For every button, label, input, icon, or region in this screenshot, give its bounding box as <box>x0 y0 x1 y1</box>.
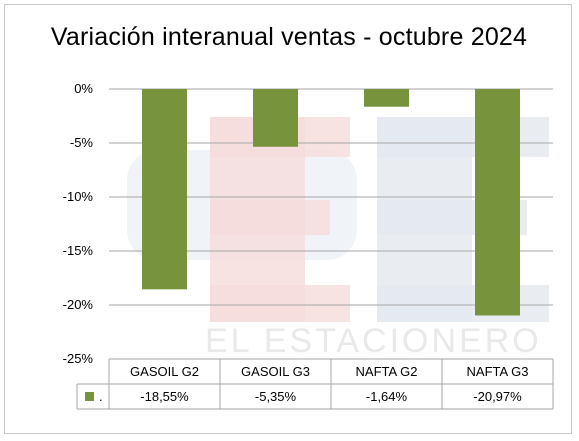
y-tick-label: 0% <box>74 81 93 96</box>
category-label: NAFTA G2 <box>356 364 418 379</box>
value-label: -1,64% <box>366 389 408 404</box>
chart-title: Variación interanual ventas - octubre 20… <box>50 23 528 51</box>
legend-label: . <box>99 389 103 404</box>
bar-chart: EL ESTACIONERO 0% -5% -10% -15% -20% -25% GAS… <box>63 81 554 410</box>
bar <box>253 89 298 147</box>
category-label: GASOIL G3 <box>241 364 310 379</box>
watermark-text: EL ESTACIONERO <box>205 322 542 360</box>
y-tick-label: -15% <box>63 243 94 258</box>
bars <box>142 89 520 316</box>
y-tick-label: -10% <box>63 189 94 204</box>
category-label: NAFTA G3 <box>467 364 529 379</box>
bar <box>364 89 409 107</box>
category-label: GASOIL G2 <box>130 364 199 379</box>
value-label: -5,35% <box>255 389 297 404</box>
bar <box>142 89 187 290</box>
y-tick-label: -25% <box>63 351 94 366</box>
y-tick-label: -5% <box>70 135 94 150</box>
y-axis: 0% -5% -10% -15% -20% -25% <box>63 81 94 366</box>
watermark-logo: EL ESTACIONERO <box>127 117 549 360</box>
value-label: -18,55% <box>140 389 189 404</box>
legend-swatch <box>85 392 94 401</box>
bar <box>475 89 520 316</box>
value-label: -20,97% <box>473 389 522 404</box>
chart-frame: Variación interanual ventas - octubre 20… <box>4 4 572 434</box>
data-table: GASOIL G2 -18,55% GASOIL G3 -5,35% NAFTA G2 -… <box>76 358 554 410</box>
y-tick-label: -20% <box>63 297 94 312</box>
